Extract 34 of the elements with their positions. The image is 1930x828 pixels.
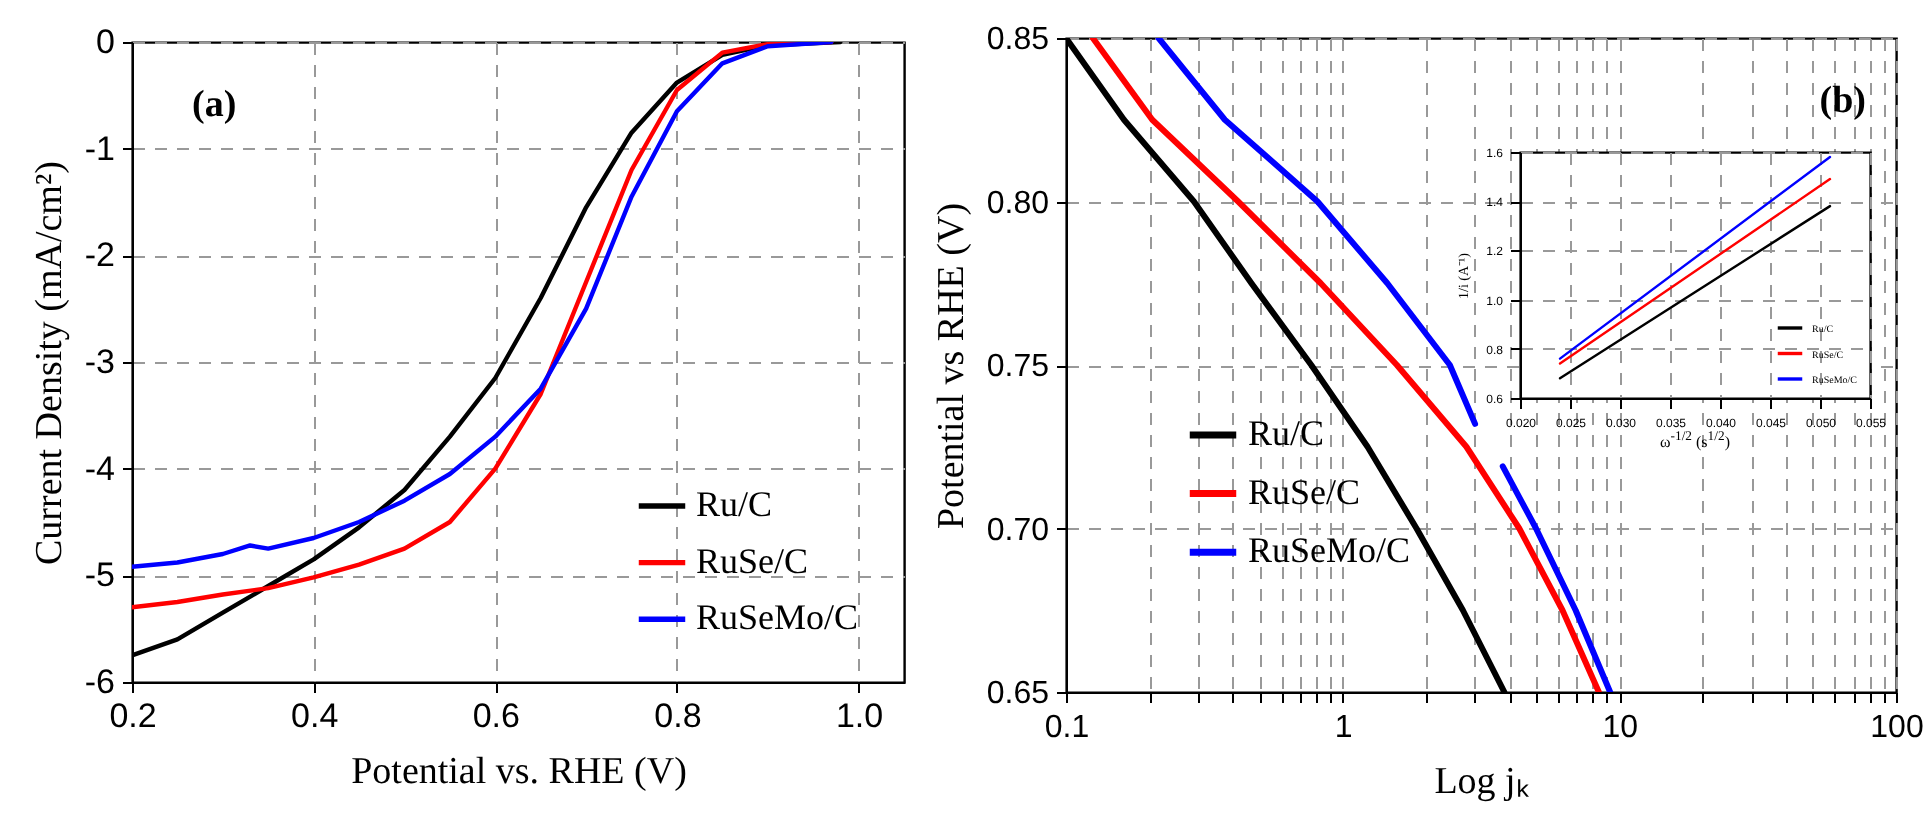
- x-axis-title: ω$^{-1/2}$ (s$^{1/2}$): [1658, 430, 1732, 452]
- annotation: (a): [192, 84, 237, 126]
- y-tick-label: 0.80: [986, 186, 1050, 221]
- x-tick-label: 0.6: [472, 697, 520, 735]
- x-tick-label: 0.4: [291, 697, 339, 735]
- y-tick-label: -3: [84, 343, 115, 381]
- legend-label: Ru/C: [696, 484, 773, 524]
- x-tick-label: 100: [1870, 711, 1924, 745]
- x-tick-label: 1.0: [835, 697, 884, 735]
- y-tick-label: 0.65: [986, 677, 1050, 711]
- x-tick-label: 0.8: [654, 697, 702, 735]
- y-tick-label: -5: [84, 556, 115, 595]
- y-tick-label: -6: [84, 663, 115, 701]
- y-axis-title: Potential vs RHE (V): [930, 202, 973, 530]
- y-tick-label: 0.75: [986, 350, 1050, 384]
- y-tick-label: 0: [96, 23, 115, 61]
- y-axis-title: Current Density (mA/cm²): [28, 161, 71, 565]
- x-tick-label: 10: [1602, 711, 1639, 745]
- x-tick-label: 0.1: [1044, 711, 1090, 745]
- annotation: (b): [1819, 80, 1866, 122]
- legend-label: RuSe/C: [1248, 471, 1361, 512]
- y-tick-label: -1: [84, 129, 115, 168]
- y-tick-label: -4: [84, 449, 115, 488]
- x-tick-label: 0.2: [109, 697, 157, 735]
- x-tick-label: 1: [1334, 711, 1353, 745]
- legend-label: Ru/C: [1248, 413, 1325, 453]
- y-tick-label: 0.85: [986, 23, 1050, 57]
- y-tick-label: -2: [84, 236, 115, 275]
- legend-label: RuSeMo/C: [696, 597, 859, 638]
- y-tick-label: 0.70: [986, 513, 1050, 548]
- legend-label: RuSeMo/C: [1248, 530, 1411, 571]
- x-axis-title: Log jₖ: [1434, 761, 1530, 803]
- legend-label: RuSe/C: [696, 540, 809, 581]
- x-axis-title: Potential vs. RHE (V): [351, 751, 687, 793]
